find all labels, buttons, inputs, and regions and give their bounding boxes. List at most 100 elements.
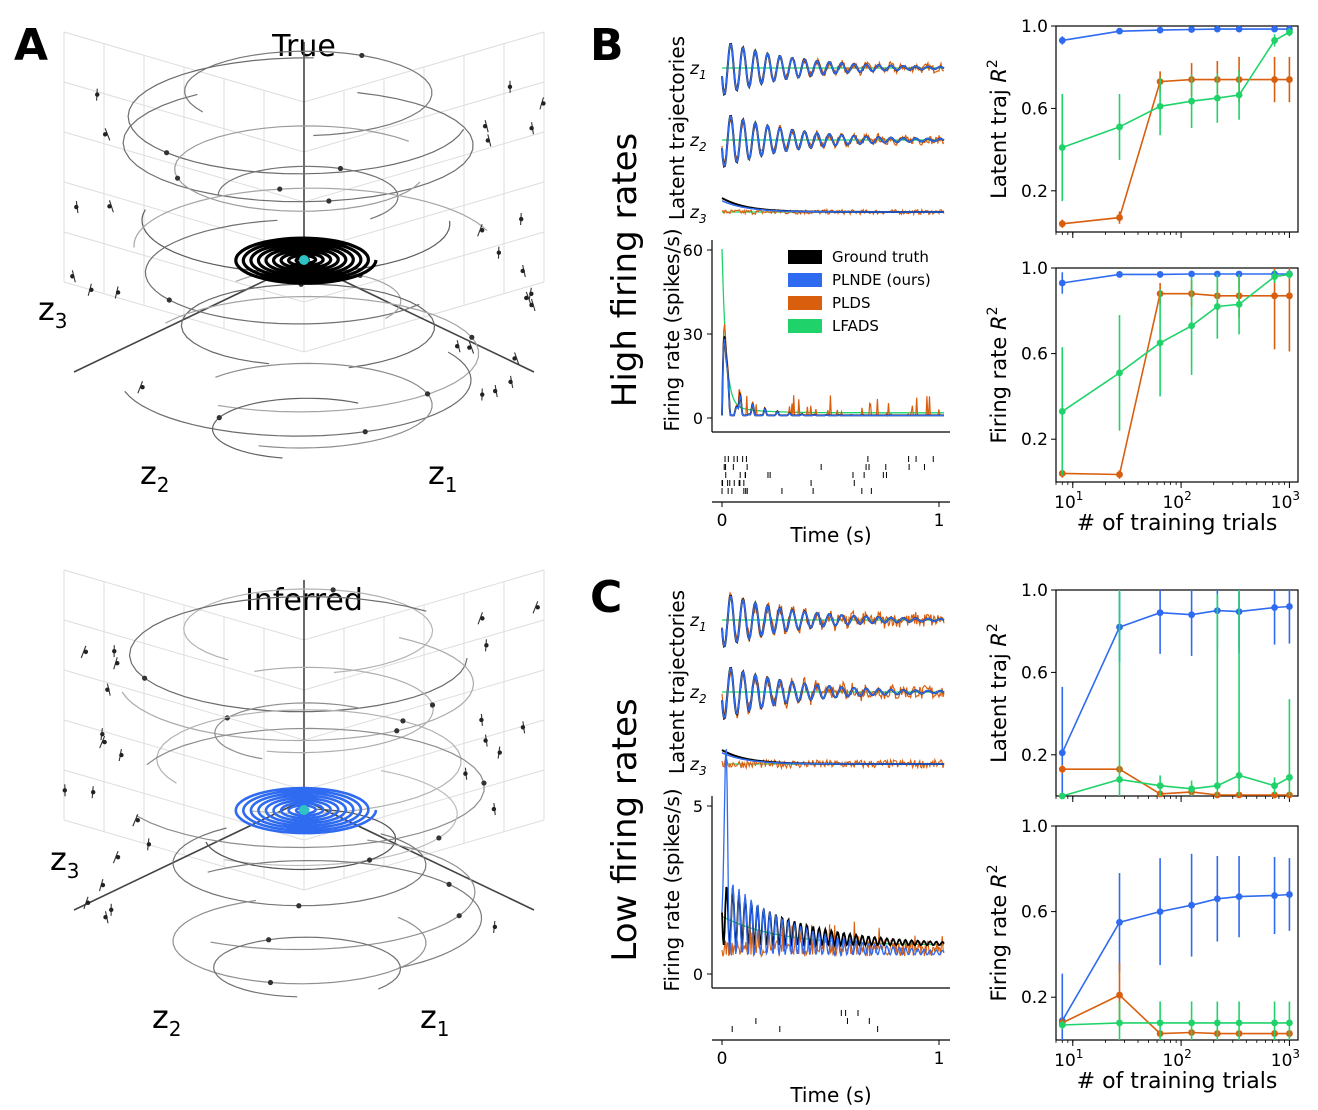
- data-point: [1058, 220, 1066, 228]
- data-point: [1116, 776, 1123, 783]
- series-line: [1061, 605, 1290, 754]
- plds-rate: [721, 324, 944, 418]
- x-axis-label: # of training trials: [1077, 511, 1278, 536]
- flow-arrow: [477, 224, 483, 237]
- flow-arrow: [115, 661, 120, 666]
- panel-letter-c: C: [590, 572, 622, 623]
- flow-arrow: [482, 123, 488, 129]
- flow-arrow: [104, 128, 111, 141]
- data-point: [1213, 25, 1221, 33]
- data-point: [1235, 300, 1243, 308]
- x-tick-label: 102: [1162, 1047, 1191, 1071]
- data-point: [1116, 27, 1123, 35]
- chart-c-latent-r2: 0.2 0.6 1.0 Latent traj R2: [985, 581, 1299, 802]
- z1-axis-label-top: z1: [428, 454, 458, 497]
- data-point: [1271, 782, 1278, 790]
- latent-label-1: z1: [689, 611, 707, 634]
- flow-arrow: [140, 385, 145, 390]
- series-plnde: [1058, 853, 1293, 1040]
- trace-panel-high: z1 z2 z3 0 30 60 0 1: [683, 42, 950, 531]
- time-tick-label: 0: [717, 1049, 728, 1069]
- y-tick-label: 1.0: [1021, 259, 1048, 279]
- chart-c-rate-r2: 0.2 0.6 1.0 101 102 103# of training trials Fi…: [985, 817, 1300, 1094]
- flow-arrow: [469, 334, 475, 340]
- plnde-latent: [721, 595, 945, 648]
- z2-axis-label-bottom: z2: [152, 998, 182, 1041]
- y-tick-label: 0.6: [1021, 903, 1048, 923]
- latent-label-2: z2: [689, 683, 707, 706]
- series-line: [1062, 1022, 1290, 1026]
- flow-arrow: [267, 979, 274, 986]
- flow-arrow: [491, 806, 497, 812]
- flow-curve: [122, 92, 474, 203]
- flow-arrow: [337, 165, 344, 172]
- z3-axis-label-top: z3: [38, 290, 68, 333]
- data-point: [1156, 908, 1164, 915]
- spike-raster: [721, 456, 934, 494]
- x-tick-label: 103: [1271, 1047, 1300, 1071]
- series-line: [1061, 273, 1290, 413]
- flow-arrow: [85, 900, 91, 905]
- phase-portrait-true: [63, 31, 546, 459]
- flow-arrow: [100, 732, 105, 737]
- flow-curve: [207, 859, 483, 969]
- panel-letter-b: B: [590, 20, 624, 71]
- flow-arrow: [296, 903, 302, 909]
- flow-arrow: [112, 850, 119, 864]
- flow-arrow: [484, 643, 489, 648]
- data-point: [1058, 792, 1066, 800]
- flow-arrow: [496, 250, 502, 255]
- flow-arrow: [463, 771, 468, 776]
- data-point: [1188, 270, 1195, 278]
- data-point: [1271, 892, 1278, 899]
- series-line: [1062, 28, 1290, 42]
- flow-arrow: [524, 295, 529, 301]
- x-tick-label: 102: [1162, 489, 1191, 513]
- flow-arrow: [362, 429, 368, 435]
- grid-line: [63, 769, 545, 841]
- flow-arrow: [497, 750, 502, 755]
- data-point: [1116, 271, 1123, 278]
- y-axis-label: Latent traj R2: [985, 59, 1011, 199]
- flow-arrow: [446, 881, 452, 887]
- flow-arrow: [519, 216, 524, 222]
- time-label-high: Time (s): [789, 523, 871, 547]
- data-point: [1235, 1019, 1243, 1027]
- data-point: [1188, 785, 1195, 793]
- flow-arrow: [89, 287, 94, 292]
- y-tick-label: 0.6: [1021, 345, 1048, 365]
- data-point: [1271, 791, 1278, 799]
- plnde-rate: [721, 338, 944, 417]
- plot-frame: [1055, 25, 1299, 233]
- data-point: [1271, 1019, 1278, 1027]
- flow-arrow: [479, 228, 485, 233]
- flow-arrow: [174, 175, 181, 181]
- legend: Ground truth PLNDE (ours) PLDS LFADS: [788, 248, 931, 335]
- series-plnde: [1058, 270, 1293, 294]
- data-point: [1235, 270, 1243, 278]
- series-lfads: [1058, 590, 1293, 800]
- series-line: [1061, 994, 1290, 1035]
- z1-axis: [303, 799, 535, 911]
- rate-tick-label: 0: [693, 965, 703, 984]
- y-tick-label: 1.0: [1021, 581, 1048, 601]
- x-tick-label: 103: [1271, 489, 1300, 513]
- y-tick-label: 0.6: [1021, 99, 1048, 119]
- flow-arrow: [535, 605, 540, 610]
- spike-raster: [731, 1010, 879, 1032]
- series-plnde: [1058, 590, 1293, 796]
- rate-tick-label: 0: [693, 409, 703, 428]
- plnde-latent: [721, 115, 945, 168]
- flow-arrow: [115, 854, 121, 860]
- data-point: [1188, 26, 1195, 33]
- trace-panel-low: z1 z2 z3 0 5 0 1: [689, 591, 950, 1069]
- series-line: [1062, 292, 1290, 476]
- latent-label-3: z3: [689, 755, 707, 778]
- z3-axis-label-bottom: z3: [50, 840, 80, 883]
- data-point: [1271, 25, 1278, 33]
- data-point: [1058, 407, 1066, 415]
- flow-curve: [165, 295, 480, 413]
- y-tick-label: 0.6: [1021, 663, 1048, 683]
- flow-arrow: [95, 92, 100, 97]
